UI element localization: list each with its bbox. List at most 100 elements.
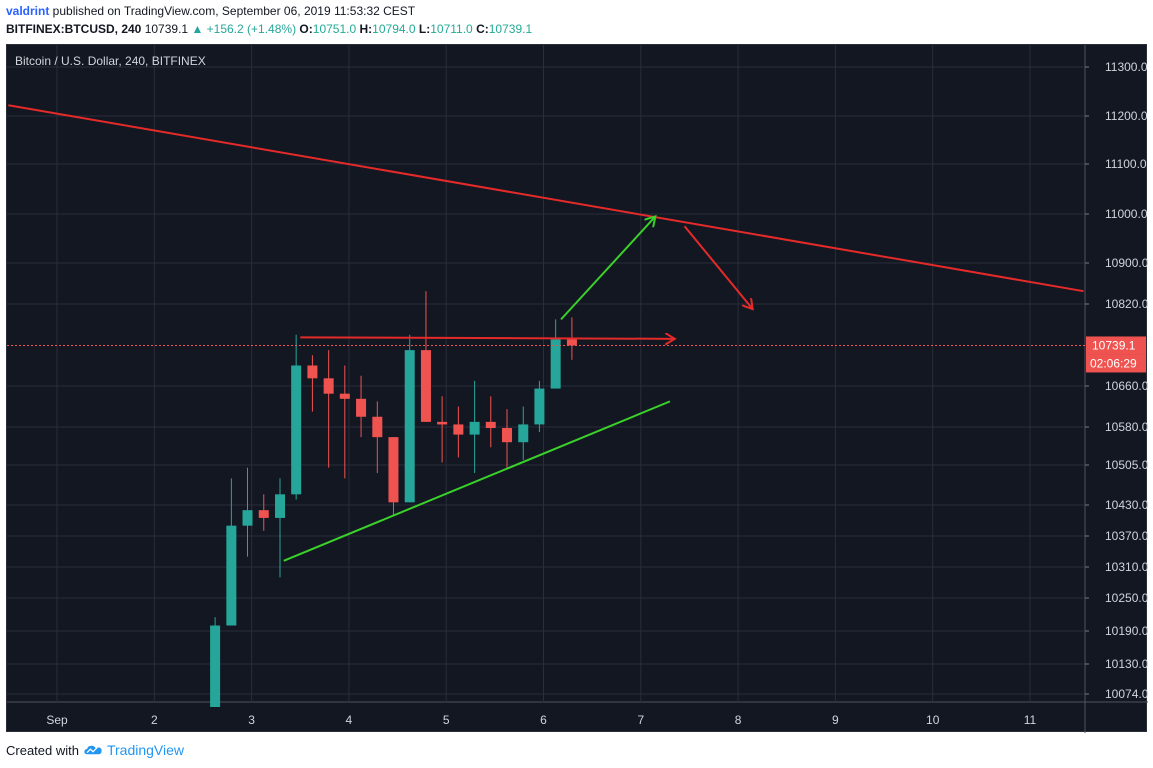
high-value: 10794.0 <box>372 22 416 36</box>
red-trendline <box>8 104 1084 293</box>
close-value: 10739.1 <box>488 22 533 36</box>
candle-body <box>210 625 221 707</box>
candle <box>275 478 286 578</box>
low-label: L: <box>418 22 431 36</box>
candle <box>518 406 529 460</box>
price-tick-label: 10370.0 <box>1105 529 1148 543</box>
candle-body <box>453 424 464 435</box>
candle-body <box>518 424 529 443</box>
time-tick-label: 4 <box>346 713 353 727</box>
price-tick-label: 10505.0 <box>1105 458 1148 472</box>
candle-body <box>388 437 399 503</box>
candle-body <box>339 393 350 399</box>
candle-body <box>226 525 237 626</box>
open-value: 10751.0 <box>312 22 357 36</box>
annotations <box>8 104 1084 562</box>
candle-body <box>307 365 318 379</box>
candlestick-chart[interactable]: 11300.011200.011100.011000.010900.010820… <box>7 45 1148 733</box>
candle <box>485 396 496 448</box>
price-tick-label: 10820.0 <box>1105 297 1148 311</box>
candle-body <box>258 510 269 518</box>
candle-body <box>469 421 480 435</box>
candle <box>291 334 302 500</box>
tradingview-brand[interactable]: TradingView <box>106 742 185 758</box>
price-tick-label: 10580.0 <box>1105 420 1148 434</box>
green-trendline <box>283 400 671 562</box>
candle-body <box>485 421 496 429</box>
candles <box>210 291 577 707</box>
low-value: 10711.0 <box>430 22 473 36</box>
time-tick-label: 5 <box>443 713 450 727</box>
candle <box>437 396 448 463</box>
price-tick-label: 11000.0 <box>1105 207 1148 221</box>
candle-body <box>275 494 286 518</box>
candle <box>372 401 383 473</box>
price-tick-label: 11300.0 <box>1105 60 1148 74</box>
candle <box>258 494 269 531</box>
price-tick-label: 10250.0 <box>1105 591 1148 605</box>
price-tick-label: 10074.0 <box>1105 687 1148 701</box>
candle-body <box>502 428 513 443</box>
candle-body <box>420 350 431 422</box>
time-tick-label: 6 <box>540 713 547 727</box>
candle-body <box>356 398 367 417</box>
candle <box>550 319 561 389</box>
price-tick-label: 10130.0 <box>1105 657 1148 671</box>
countdown-box <box>1086 354 1146 373</box>
candle <box>339 365 350 479</box>
time-tick-label: 8 <box>735 713 742 727</box>
candle <box>242 467 253 557</box>
created-with-text: Created with <box>6 742 79 758</box>
candle <box>453 406 464 458</box>
candle <box>210 617 221 707</box>
candle-body <box>550 339 561 389</box>
candle <box>534 380 545 433</box>
time-tick-label: 2 <box>151 713 158 727</box>
up-triangle-icon: ▲ <box>191 22 204 36</box>
green-arrow <box>560 216 655 321</box>
price-tick-label: 10310.0 <box>1105 560 1148 574</box>
time-tick-label: 7 <box>637 713 644 727</box>
price-tick-label: 10660.0 <box>1105 379 1148 393</box>
time-tick-label: 11 <box>1024 713 1037 727</box>
candle-body <box>404 350 415 503</box>
time-tick-label: 3 <box>248 713 255 727</box>
red-arrow <box>683 225 753 309</box>
current-price-label: 10739.1 <box>1092 338 1136 352</box>
candle <box>404 334 415 503</box>
price-tick-label: 10430.0 <box>1105 498 1148 512</box>
symbol-label: BITFINEX:BTCUSD, 240 <box>6 22 142 36</box>
footer: Created with TradingView <box>6 742 184 758</box>
red-arrow <box>300 337 675 339</box>
candle <box>469 380 480 473</box>
open-label: O: <box>299 22 313 36</box>
published-text: published on TradingView.com, September … <box>49 4 416 18</box>
time-axis: Sep 2 3 4 5 6 7 8 9 10 11 <box>46 713 1036 727</box>
price-tick-label: 11200.0 <box>1105 109 1148 123</box>
candle-body <box>291 365 302 495</box>
countdown-label: 02:06:29 <box>1090 356 1137 370</box>
price-tick-label: 10190.0 <box>1105 624 1148 638</box>
candle <box>420 291 431 422</box>
candle <box>388 437 399 516</box>
time-tick-label: Sep <box>46 713 68 727</box>
price-tick-label: 11100.0 <box>1105 157 1147 171</box>
current-price-box <box>1086 336 1146 355</box>
candle <box>323 350 334 468</box>
candle <box>307 355 318 412</box>
candle-body <box>323 378 334 394</box>
high-label: H: <box>359 22 373 36</box>
chart-title: Bitcoin / U.S. Dollar, 240, BITFINEX <box>15 54 206 68</box>
author-name[interactable]: valdrint <box>6 4 50 18</box>
time-tick-label: 10 <box>926 713 940 727</box>
close-label: C: <box>476 22 489 36</box>
chart-panel[interactable]: 11300.0 11200.0 11100.0 11000.0 10900.0 10820… <box>6 44 1148 733</box>
price-change: +156.2 (+1.48%) <box>206 22 297 36</box>
time-tick-label: 9 <box>832 713 839 727</box>
candle <box>226 478 237 626</box>
price-tick-label: 10900.0 <box>1105 256 1148 270</box>
price-axis: 11300.0 11200.0 11100.0 11000.0 10900.0 10820… <box>1085 60 1148 701</box>
candle <box>356 375 367 438</box>
candle-body <box>437 421 448 425</box>
candle-body <box>566 339 577 346</box>
